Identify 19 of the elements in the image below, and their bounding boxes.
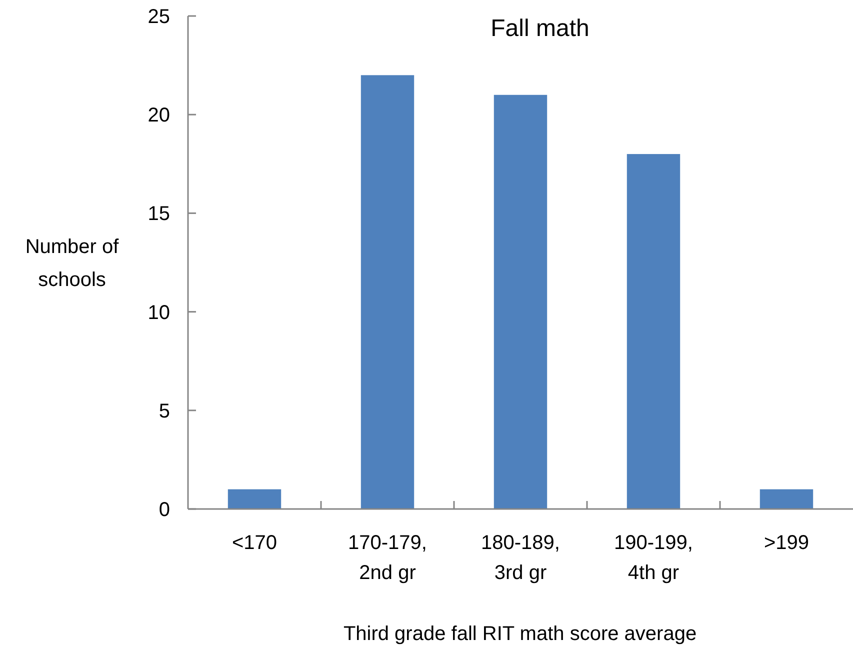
y-axis-title: Number of schools [25, 236, 120, 291]
bar [494, 94, 548, 509]
y-tick-label: 25 [148, 6, 170, 28]
chart-title: Fall math [490, 15, 590, 42]
bar [626, 154, 680, 509]
x-axis-title: Third grade fall RIT math score average [343, 623, 697, 645]
y-tick-label: 15 [148, 203, 170, 226]
x-tick-label: 190-199, 4th gr [614, 532, 693, 584]
y-tick-label: 20 [148, 104, 170, 127]
bar [360, 75, 414, 509]
x-tick-label: <170 [232, 532, 278, 554]
bar [760, 489, 814, 509]
bar [228, 489, 282, 509]
y-tick-label: 5 [158, 400, 170, 422]
y-tick-label: 10 [148, 302, 170, 324]
x-tick-label: >199 [764, 532, 810, 554]
y-tick-label: 0 [158, 499, 170, 521]
x-tick-label: 180-189, 3rd gr [481, 532, 560, 584]
x-tick-label: 170-179, 2nd gr [348, 532, 427, 584]
